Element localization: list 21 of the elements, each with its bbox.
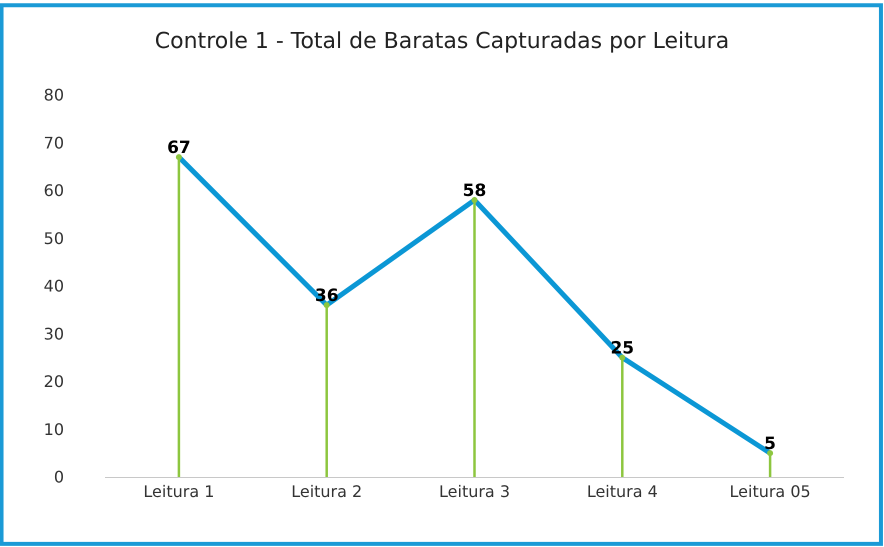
y-tick-label: 80 bbox=[44, 86, 64, 105]
data-label: 67 bbox=[167, 138, 191, 158]
chart-title: Controle 1 - Total de Baratas Capturadas por Leitura bbox=[154, 29, 730, 54]
y-tick-label: 10 bbox=[44, 420, 64, 439]
point bbox=[767, 450, 774, 456]
y-tick-label: 40 bbox=[44, 276, 64, 296]
data-label: 58 bbox=[462, 180, 486, 201]
x-tick-label: Leitura 05 bbox=[730, 482, 811, 502]
y-tick-label: 50 bbox=[44, 228, 64, 248]
x-tick-label: Leitura 2 bbox=[291, 482, 362, 502]
data-label: 5 bbox=[764, 434, 776, 454]
y-tick-label: 70 bbox=[44, 133, 64, 152]
y-tick-label: 0 bbox=[54, 468, 64, 487]
x-tick-label: Leitura 4 bbox=[586, 482, 658, 502]
x-tick-label: Leitura 1 bbox=[143, 482, 214, 502]
y-tick-label: 20 bbox=[44, 372, 64, 392]
point bbox=[472, 197, 478, 204]
x-tick-label: Leitura 3 bbox=[439, 482, 510, 502]
point bbox=[176, 154, 182, 160]
y-tick-label: 60 bbox=[44, 181, 64, 200]
y-tick-label: 30 bbox=[44, 324, 64, 344]
